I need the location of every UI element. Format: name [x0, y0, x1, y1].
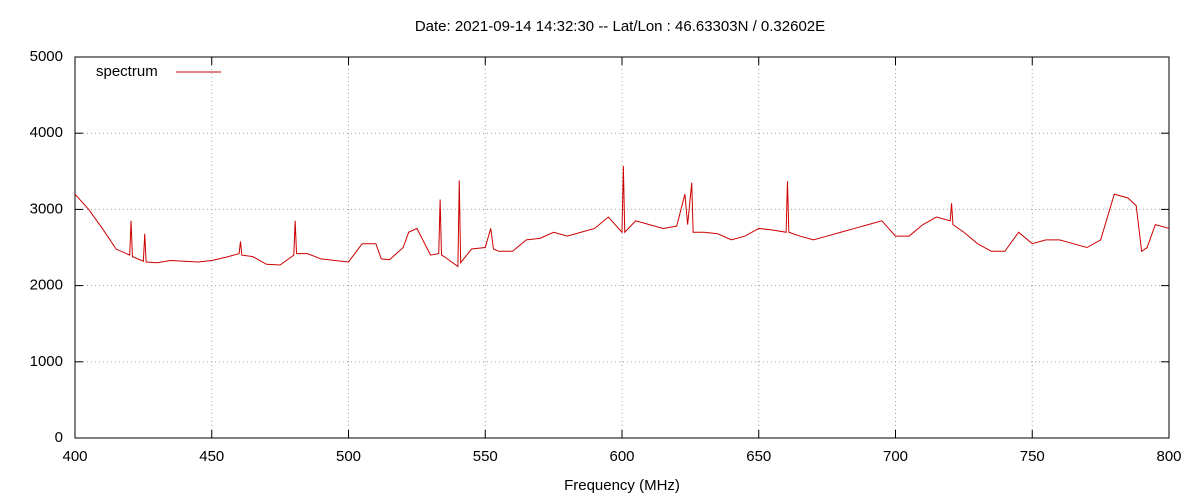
x-tick-label: 700: [883, 448, 908, 465]
y-tick-label: 2000: [30, 277, 63, 294]
x-tick-label: 400: [62, 448, 87, 465]
plot-frame: [74, 56, 1170, 439]
x-tick-label: 800: [1156, 448, 1181, 465]
x-tick-label: 450: [199, 448, 224, 465]
y-tick-label: 5000: [30, 48, 63, 65]
x-tick-label: 750: [1020, 448, 1045, 465]
x-tick-label: 650: [746, 448, 771, 465]
x-tick-label: 550: [473, 448, 498, 465]
legend-label: spectrum: [96, 63, 158, 80]
x-axis-label: Frequency (MHz): [564, 477, 680, 494]
x-tick-label: 500: [336, 448, 361, 465]
y-tick-label: 0: [55, 429, 63, 446]
y-tick-label: 1000: [30, 353, 63, 370]
y-tick-label: 4000: [30, 124, 63, 141]
x-tick-label: 600: [609, 448, 634, 465]
y-tick-label: 3000: [30, 200, 63, 217]
chart-title: Date: 2021-09-14 14:32:30 -- Lat/Lon : 4…: [415, 18, 825, 35]
spectrum-line: [74, 165, 1170, 268]
